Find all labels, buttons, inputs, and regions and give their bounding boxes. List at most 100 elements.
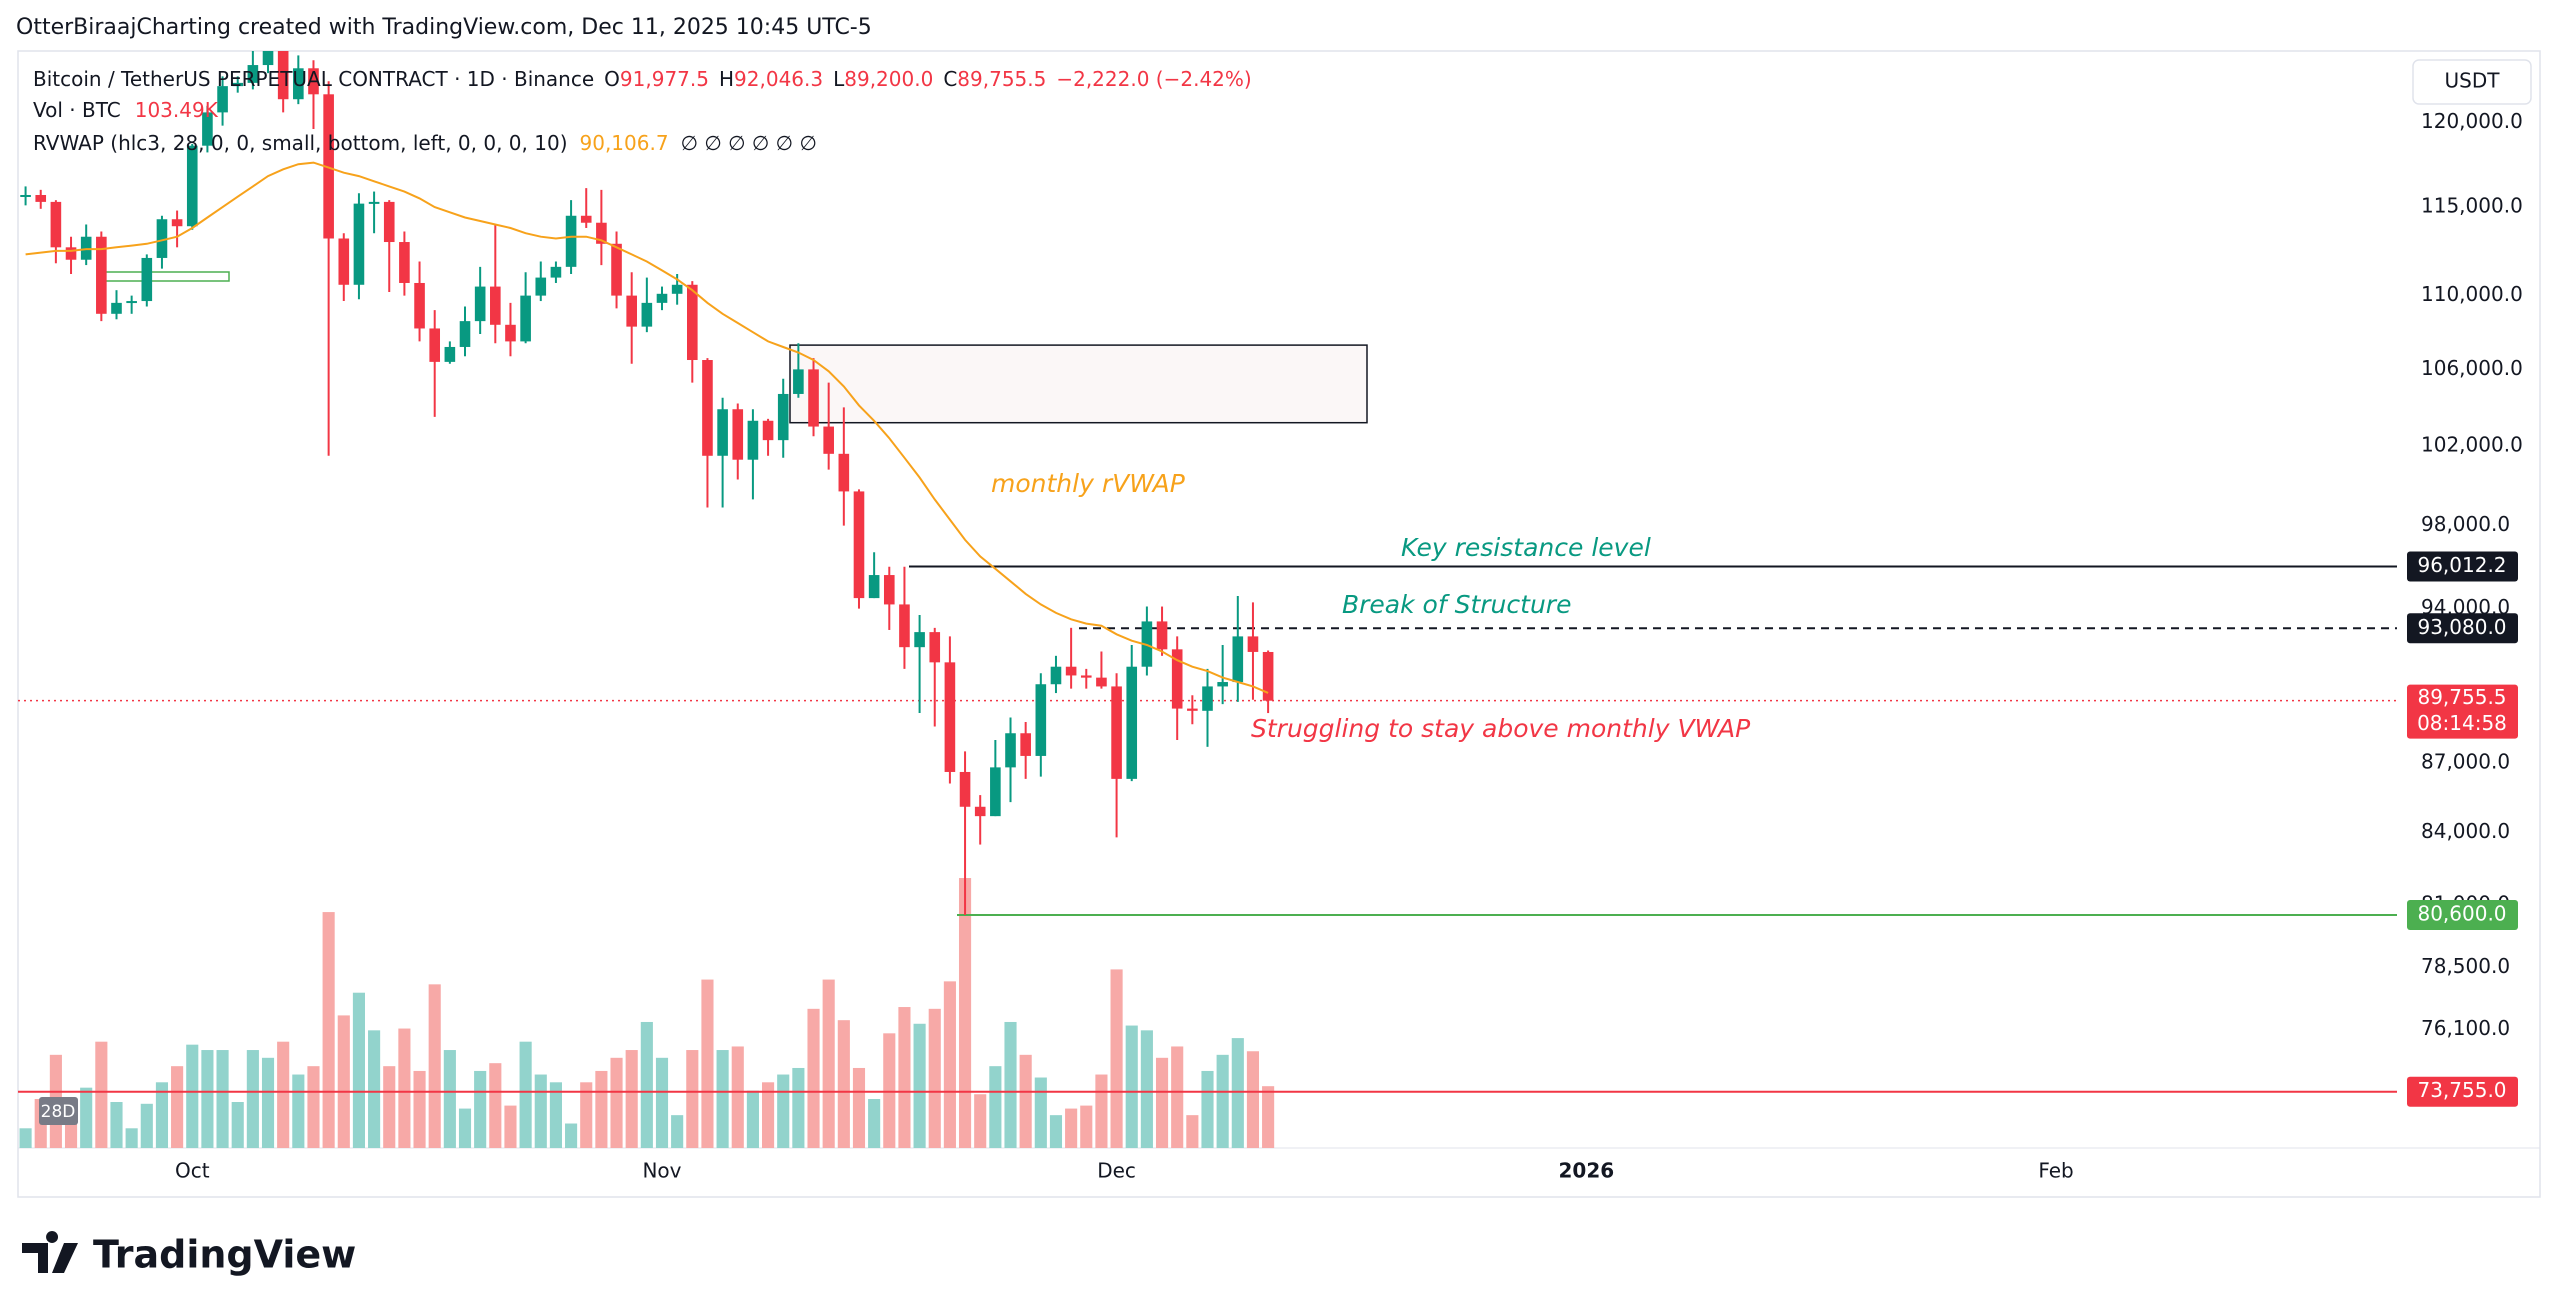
volume-bar xyxy=(1034,1077,1047,1148)
y-tick-label: 110,000.0 xyxy=(2421,282,2523,306)
volume-bar xyxy=(19,1128,32,1148)
volume-bar xyxy=(352,992,366,1148)
level-label: 73,755.0 xyxy=(2417,1078,2506,1102)
candle-body xyxy=(1187,708,1198,711)
candle-body xyxy=(126,301,137,304)
candle-body xyxy=(732,409,744,460)
annotation: Break of Structure xyxy=(1342,590,1571,619)
volume-bar xyxy=(1140,1030,1153,1148)
annotation: monthly rVWAP xyxy=(991,469,1186,498)
candle-body xyxy=(1005,733,1016,768)
volume-bar xyxy=(777,1074,790,1148)
level-label: 93,080.0 xyxy=(2417,615,2506,639)
volume-bar xyxy=(292,1074,305,1148)
volume-bar xyxy=(1080,1105,1093,1148)
candle-body xyxy=(490,286,501,325)
candle-body xyxy=(1020,733,1031,756)
candle-body xyxy=(717,409,728,456)
volume-bar xyxy=(186,1044,199,1148)
indicator-value: 90,106.7 xyxy=(580,131,669,155)
volume-bar xyxy=(640,1021,653,1148)
volume-bar xyxy=(565,1123,578,1148)
candle-body xyxy=(338,238,350,285)
volume-bar xyxy=(307,1066,320,1148)
legend-line: Vol · BTC 103.49K xyxy=(33,98,219,122)
indicator-extras: ∅ ∅ ∅ ∅ ∅ ∅ xyxy=(681,131,817,155)
candle-body xyxy=(944,662,956,772)
last-price-label: 89,755.5 xyxy=(2417,685,2506,709)
level-tag xyxy=(2407,1076,2518,1107)
candle-body xyxy=(762,420,774,441)
x-tick-label: Nov xyxy=(642,1159,681,1183)
candle-body xyxy=(565,215,577,267)
candle-body xyxy=(823,426,834,454)
last-price-tag xyxy=(2407,684,2518,739)
candle-body xyxy=(186,145,198,227)
y-tick-label: 87,000.0 xyxy=(2421,749,2510,773)
volume-bar xyxy=(837,1020,850,1148)
level-tag xyxy=(2407,613,2518,644)
volume-bar xyxy=(822,979,835,1148)
volume-bar xyxy=(383,1066,396,1148)
volume-bar xyxy=(398,1028,411,1148)
currency-box[interactable] xyxy=(2412,59,2532,105)
volume-bar xyxy=(868,1099,881,1148)
change: −2,222.0 (−2.42%) xyxy=(1056,67,1251,91)
candle-body xyxy=(747,420,759,460)
ohlc-key: C xyxy=(943,67,957,91)
y-tick-label: 98,000.0 xyxy=(2421,512,2510,536)
volume-bar xyxy=(458,1108,472,1148)
y-tick-label: 102,000.0 xyxy=(2421,432,2523,456)
level-tag xyxy=(2407,899,2518,930)
rvwap-line xyxy=(25,161,1269,694)
x-tick-label: Dec xyxy=(1097,1159,1136,1183)
candle-body xyxy=(20,194,31,197)
candle-body xyxy=(444,346,456,362)
volume-name: Vol · BTC xyxy=(33,98,121,122)
volume-bar xyxy=(125,1128,138,1148)
level-label: 96,012.2 xyxy=(2417,553,2506,577)
ohlc-key: L xyxy=(833,67,845,91)
candle-body xyxy=(50,201,62,248)
plot-area: 28D xyxy=(18,51,2397,1148)
volume-bar xyxy=(974,1094,987,1148)
candle-body xyxy=(429,328,441,362)
volume-bar xyxy=(337,1015,350,1148)
candle-body xyxy=(686,284,698,361)
volume-bar xyxy=(534,1074,547,1148)
ohlc-value: 91,977.5 xyxy=(620,67,709,91)
volume-bar xyxy=(413,1070,426,1148)
candle-body xyxy=(262,51,274,66)
candle-body xyxy=(141,257,153,302)
candle-body xyxy=(959,771,971,807)
attribution: OtterBiraajCharting created with Trading… xyxy=(16,15,872,40)
candle-body xyxy=(656,293,668,303)
volume-bar xyxy=(261,1057,275,1148)
candle-body xyxy=(217,86,228,113)
candle-body xyxy=(702,360,713,456)
candle-body xyxy=(474,286,486,322)
candle-body xyxy=(883,575,895,605)
volume-bar xyxy=(504,1105,517,1148)
candle-body xyxy=(1126,666,1138,779)
candle-body xyxy=(1050,666,1062,685)
candle-body xyxy=(899,604,910,648)
volume-bar xyxy=(1246,1051,1260,1148)
candle-body xyxy=(1247,636,1259,652)
volume-bar xyxy=(1155,1057,1169,1148)
volume-bar xyxy=(989,1066,1002,1148)
candle-body xyxy=(232,82,244,87)
volume-bar xyxy=(852,1067,866,1148)
volume-bar xyxy=(474,1070,487,1148)
zone xyxy=(789,344,1368,424)
candle-body xyxy=(323,94,334,239)
volume-bar xyxy=(428,984,441,1148)
volume-bar xyxy=(368,1030,381,1148)
chart-frame xyxy=(17,50,2541,1198)
candle-body xyxy=(1232,636,1244,683)
candle-body xyxy=(353,203,365,285)
volume-bar xyxy=(595,1070,608,1148)
volume-bar xyxy=(898,1007,911,1148)
candle-body xyxy=(459,321,471,347)
